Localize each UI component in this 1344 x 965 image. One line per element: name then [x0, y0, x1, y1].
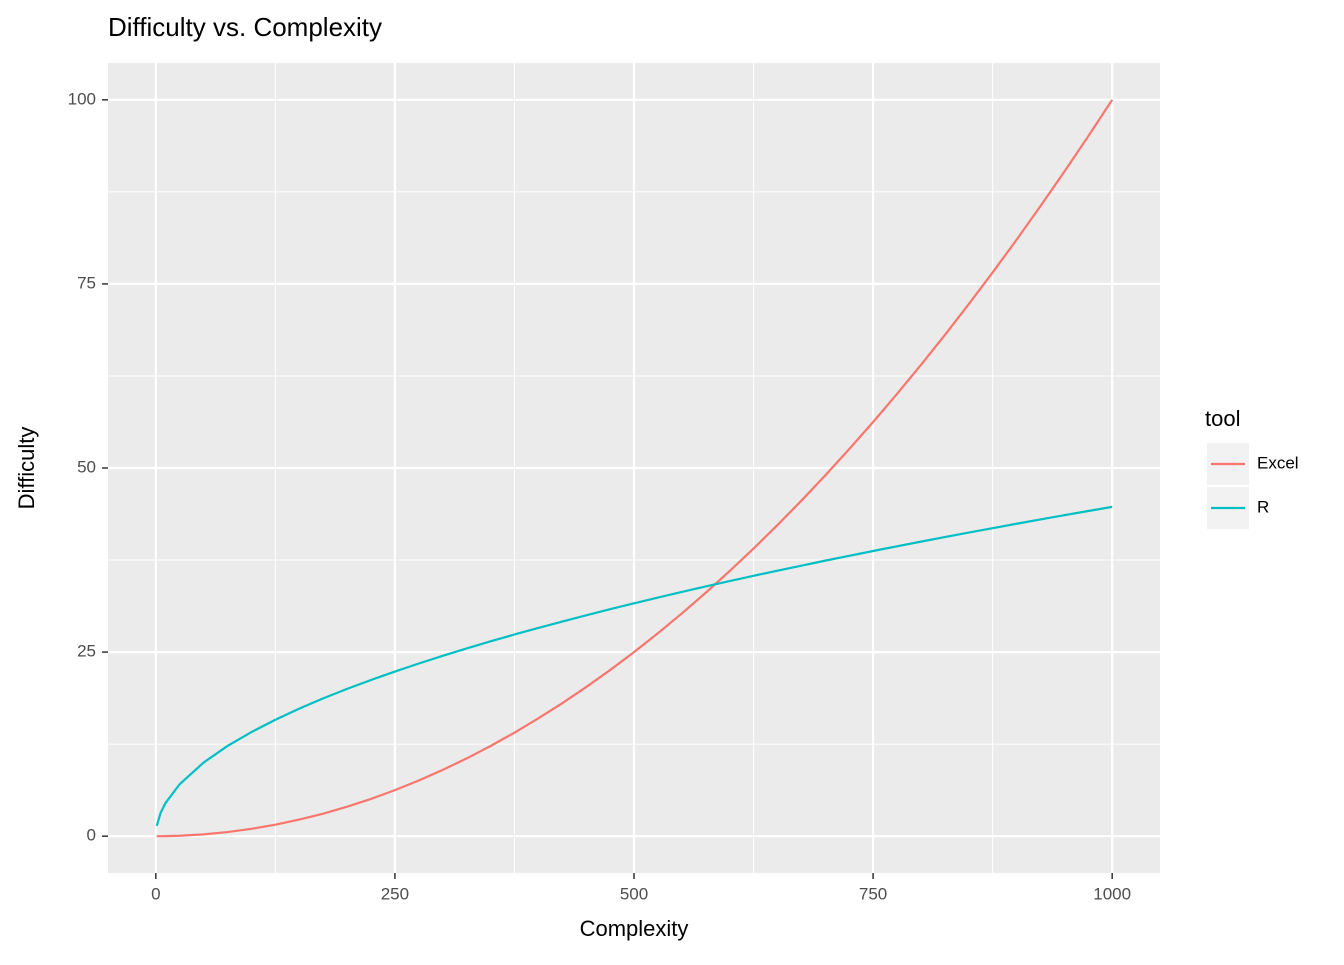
x-tick-label: 500 — [620, 884, 648, 903]
y-tick-label: 25 — [77, 642, 96, 661]
y-tick-label: 100 — [68, 89, 96, 108]
legend-title: tool — [1205, 406, 1240, 431]
y-axis-title: Difficulty — [14, 427, 39, 510]
y-tick-label: 0 — [87, 826, 96, 845]
legend-label: R — [1257, 497, 1269, 516]
legend-label: Excel — [1257, 453, 1299, 472]
x-axis-title: Complexity — [580, 916, 689, 941]
y-tick-label: 50 — [77, 457, 96, 476]
x-tick-label: 750 — [859, 884, 887, 903]
chart-title: Difficulty vs. Complexity — [108, 12, 382, 42]
x-tick-label: 1000 — [1093, 884, 1131, 903]
y-tick-label: 75 — [77, 273, 96, 292]
line — [155, 505, 1113, 827]
x-tick-label: 250 — [381, 884, 409, 903]
x-tick-label: 0 — [151, 884, 160, 903]
line — [156, 99, 1114, 838]
